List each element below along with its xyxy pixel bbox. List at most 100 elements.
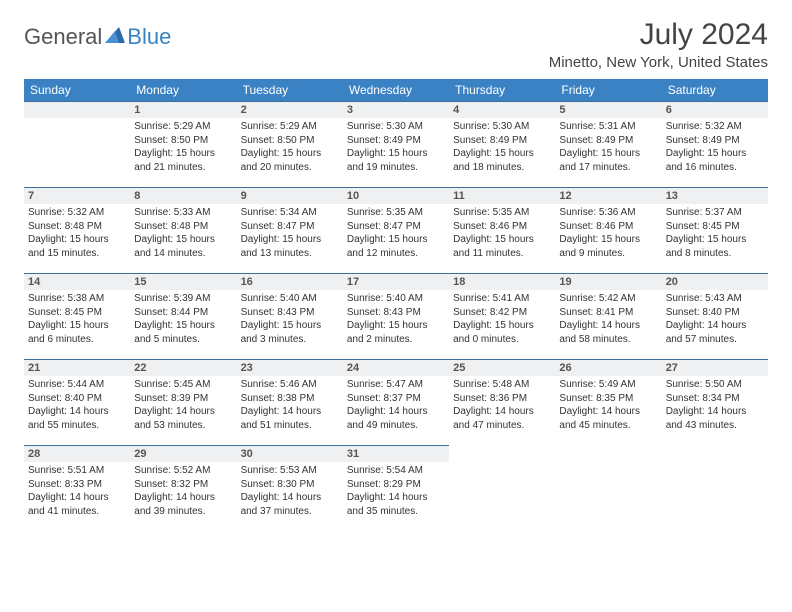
header: General Blue July 2024 Minetto, New York… [24, 18, 768, 71]
calendar-cell: 14Sunrise: 5:38 AMSunset: 8:45 PMDayligh… [24, 273, 130, 359]
calendar-cell [555, 445, 661, 531]
sunset-line: Sunset: 8:33 PM [28, 478, 126, 492]
daylight-line: Daylight: 15 hours and 21 minutes. [134, 147, 232, 174]
daylight-line: Daylight: 15 hours and 17 minutes. [559, 147, 657, 174]
day-number-bar: 12 [555, 187, 661, 204]
sunrise-line: Sunrise: 5:32 AM [28, 206, 126, 220]
day-info: Sunrise: 5:36 AMSunset: 8:46 PMDaylight:… [555, 204, 661, 260]
calendar-cell: 24Sunrise: 5:47 AMSunset: 8:37 PMDayligh… [343, 359, 449, 445]
weekday-sunday: Sunday [24, 79, 130, 101]
sunrise-line: Sunrise: 5:47 AM [347, 378, 445, 392]
daylight-line: Daylight: 15 hours and 13 minutes. [241, 233, 339, 260]
title-block: July 2024 Minetto, New York, United Stat… [549, 18, 768, 71]
location-text: Minetto, New York, United States [549, 54, 768, 71]
calendar-cell: 16Sunrise: 5:40 AMSunset: 8:43 PMDayligh… [237, 273, 343, 359]
weekday-wednesday: Wednesday [343, 79, 449, 101]
daylight-line: Daylight: 14 hours and 41 minutes. [28, 491, 126, 518]
day-number-bar: 15 [130, 273, 236, 290]
day-number-bar: 24 [343, 359, 449, 376]
day-info: Sunrise: 5:29 AMSunset: 8:50 PMDaylight:… [237, 118, 343, 174]
day-number-bar: 26 [555, 359, 661, 376]
daylight-line: Daylight: 14 hours and 43 minutes. [666, 405, 764, 432]
day-info: Sunrise: 5:30 AMSunset: 8:49 PMDaylight:… [343, 118, 449, 174]
sunrise-line: Sunrise: 5:33 AM [134, 206, 232, 220]
day-number-bar: 29 [130, 445, 236, 462]
sunrise-line: Sunrise: 5:38 AM [28, 292, 126, 306]
calendar-cell: 26Sunrise: 5:49 AMSunset: 8:35 PMDayligh… [555, 359, 661, 445]
weekday-saturday: Saturday [662, 79, 768, 101]
daylight-line: Daylight: 15 hours and 8 minutes. [666, 233, 764, 260]
day-info: Sunrise: 5:44 AMSunset: 8:40 PMDaylight:… [24, 376, 130, 432]
sunrise-line: Sunrise: 5:35 AM [347, 206, 445, 220]
daylight-line: Daylight: 15 hours and 14 minutes. [134, 233, 232, 260]
day-info: Sunrise: 5:48 AMSunset: 8:36 PMDaylight:… [449, 376, 555, 432]
day-number-bar: 6 [662, 101, 768, 118]
sunset-line: Sunset: 8:35 PM [559, 392, 657, 406]
daylight-line: Daylight: 14 hours and 58 minutes. [559, 319, 657, 346]
calendar-cell: 18Sunrise: 5:41 AMSunset: 8:42 PMDayligh… [449, 273, 555, 359]
calendar-cell [449, 445, 555, 531]
calendar-cell: 27Sunrise: 5:50 AMSunset: 8:34 PMDayligh… [662, 359, 768, 445]
calendar-cell: 2Sunrise: 5:29 AMSunset: 8:50 PMDaylight… [237, 101, 343, 187]
weekday-friday: Friday [555, 79, 661, 101]
day-number-bar: 27 [662, 359, 768, 376]
calendar-cell [662, 445, 768, 531]
day-info: Sunrise: 5:35 AMSunset: 8:46 PMDaylight:… [449, 204, 555, 260]
sunrise-line: Sunrise: 5:30 AM [347, 120, 445, 134]
day-info: Sunrise: 5:34 AMSunset: 8:47 PMDaylight:… [237, 204, 343, 260]
calendar-table: Sunday Monday Tuesday Wednesday Thursday… [24, 79, 768, 531]
sunrise-line: Sunrise: 5:31 AM [559, 120, 657, 134]
sunset-line: Sunset: 8:48 PM [28, 220, 126, 234]
day-number-bar: 19 [555, 273, 661, 290]
day-number-bar: 3 [343, 101, 449, 118]
daylight-line: Daylight: 15 hours and 16 minutes. [666, 147, 764, 174]
daylight-line: Daylight: 14 hours and 57 minutes. [666, 319, 764, 346]
sunset-line: Sunset: 8:38 PM [241, 392, 339, 406]
calendar-cell: 28Sunrise: 5:51 AMSunset: 8:33 PMDayligh… [24, 445, 130, 531]
daylight-line: Daylight: 15 hours and 9 minutes. [559, 233, 657, 260]
calendar-body: .1Sunrise: 5:29 AMSunset: 8:50 PMDayligh… [24, 101, 768, 531]
sunset-line: Sunset: 8:45 PM [28, 306, 126, 320]
calendar-cell: 10Sunrise: 5:35 AMSunset: 8:47 PMDayligh… [343, 187, 449, 273]
sunset-line: Sunset: 8:50 PM [241, 134, 339, 148]
day-info: Sunrise: 5:50 AMSunset: 8:34 PMDaylight:… [662, 376, 768, 432]
day-number-bar: 2 [237, 101, 343, 118]
day-number-bar: 22 [130, 359, 236, 376]
day-number-bar: 14 [24, 273, 130, 290]
day-number-bar: 21 [24, 359, 130, 376]
day-info: Sunrise: 5:46 AMSunset: 8:38 PMDaylight:… [237, 376, 343, 432]
weekday-tuesday: Tuesday [237, 79, 343, 101]
day-number-bar: 17 [343, 273, 449, 290]
day-info: Sunrise: 5:33 AMSunset: 8:48 PMDaylight:… [130, 204, 236, 260]
day-info: Sunrise: 5:41 AMSunset: 8:42 PMDaylight:… [449, 290, 555, 346]
logo-text-blue: Blue [127, 24, 171, 50]
day-number-bar: 11 [449, 187, 555, 204]
weekday-thursday: Thursday [449, 79, 555, 101]
day-number-bar: 7 [24, 187, 130, 204]
daylight-line: Daylight: 14 hours and 35 minutes. [347, 491, 445, 518]
daylight-line: Daylight: 14 hours and 51 minutes. [241, 405, 339, 432]
day-number-bar: 30 [237, 445, 343, 462]
day-number-bar: 28 [24, 445, 130, 462]
daylight-line: Daylight: 14 hours and 37 minutes. [241, 491, 339, 518]
day-info: Sunrise: 5:52 AMSunset: 8:32 PMDaylight:… [130, 462, 236, 518]
sunset-line: Sunset: 8:46 PM [453, 220, 551, 234]
day-info: Sunrise: 5:35 AMSunset: 8:47 PMDaylight:… [343, 204, 449, 260]
daylight-line: Daylight: 15 hours and 0 minutes. [453, 319, 551, 346]
sunrise-line: Sunrise: 5:50 AM [666, 378, 764, 392]
sunrise-line: Sunrise: 5:48 AM [453, 378, 551, 392]
sunset-line: Sunset: 8:29 PM [347, 478, 445, 492]
calendar-cell: 15Sunrise: 5:39 AMSunset: 8:44 PMDayligh… [130, 273, 236, 359]
sunset-line: Sunset: 8:32 PM [134, 478, 232, 492]
day-number-bar: 13 [662, 187, 768, 204]
calendar-cell: 29Sunrise: 5:52 AMSunset: 8:32 PMDayligh… [130, 445, 236, 531]
sunset-line: Sunset: 8:39 PM [134, 392, 232, 406]
daylight-line: Daylight: 15 hours and 18 minutes. [453, 147, 551, 174]
day-info: Sunrise: 5:30 AMSunset: 8:49 PMDaylight:… [449, 118, 555, 174]
day-number-bar: 5 [555, 101, 661, 118]
calendar-cell: 3Sunrise: 5:30 AMSunset: 8:49 PMDaylight… [343, 101, 449, 187]
day-info: Sunrise: 5:42 AMSunset: 8:41 PMDaylight:… [555, 290, 661, 346]
sunset-line: Sunset: 8:40 PM [666, 306, 764, 320]
calendar-cell: 23Sunrise: 5:46 AMSunset: 8:38 PMDayligh… [237, 359, 343, 445]
day-number-bar: 31 [343, 445, 449, 462]
